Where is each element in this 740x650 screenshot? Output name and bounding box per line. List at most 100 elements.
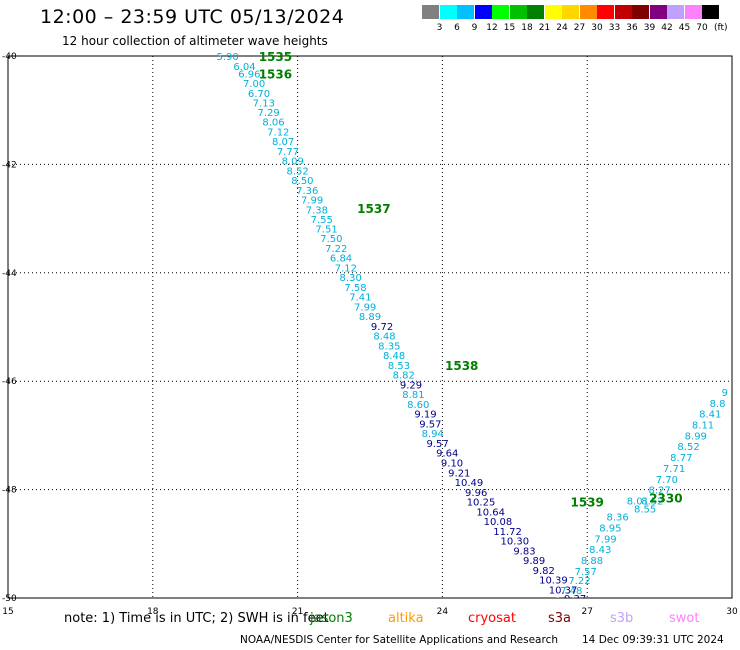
y-tick-label: -42 [2,160,17,170]
wave-height-value: 8.99 [685,431,707,442]
wave-height-value: 10.64 [476,507,505,518]
wave-height-value: 6.84 [330,254,352,265]
wave-height-value: 7.77 [277,147,299,158]
pass-id-label: 1537 [357,202,390,216]
wave-height-value: 9.37 [564,594,586,605]
wave-height-value: 9.83 [513,546,535,557]
satellite-cryosat: cryosat [468,611,516,626]
wave-height-value: 7.58 [344,283,366,294]
legend-swatch [684,5,702,19]
wave-height-value: 7.99 [354,302,376,313]
wave-height-value: 7.71 [663,464,685,475]
wave-height-value: 9 [722,388,728,399]
wave-height-value: 7.48 [560,586,582,597]
y-tick-label: -40 [2,52,17,62]
x-tick-label: 30 [726,607,738,617]
y-tick-label: -44 [2,269,17,279]
wave-height-value: 8.52 [641,496,663,507]
wave-height-value: 8.01 [627,496,649,507]
wave-height-value: 7.99 [594,534,616,545]
legend-tick-label: 39 [643,23,656,33]
wave-height-value: 8.53 [388,361,410,372]
x-tick-label: 27 [581,607,592,617]
footer-note: note: 1) Time is in UTC; 2) SWH is in fe… [64,611,329,626]
wave-height-value: 7.36 [296,186,318,197]
wave-height-value: 7.22 [325,244,347,255]
legend-tick-label: 36 [626,23,638,33]
pass-id-label: 2330 [649,492,682,506]
satellite-altika: altika [388,611,424,626]
wave-height-value: 8.81 [402,390,424,401]
wave-height-value: 8.30 [340,273,362,284]
x-tick-label: 15 [2,607,13,617]
credit-line: NOAA/NESDIS Center for Satellite Applica… [240,634,558,646]
wave-height-value: 10.08 [484,517,513,528]
wave-height-value: 8.41 [699,410,721,421]
legend-tick-label: 21 [538,23,551,33]
wave-height-value: 7.29 [258,108,280,119]
legend-swatch [457,5,474,19]
wave-height-value: 8.95 [599,524,621,535]
y-tick-label: -48 [2,486,17,496]
wave-height-value: 7.41 [349,293,371,304]
wave-height-value: 8.36 [606,513,628,524]
x-tick-label: 18 [147,607,159,617]
legend-tick-label: 24 [556,23,568,33]
wave-height-value: 9.29 [400,380,422,391]
satellite-s3b: s3b [610,611,634,626]
satellite-s3a: s3a [548,611,572,626]
legend-swatch [562,5,579,19]
generated-timestamp: 14 Dec 09:39:31 UTC 2024 [582,634,724,646]
wave-height-value: 8.88 [581,556,603,567]
pass-id-label: 1536 [259,67,292,81]
legend-tick-label: 6 [454,23,460,33]
wave-height-value: 7.57 [575,567,597,578]
wave-height-value: 8.52 [677,442,699,453]
legend-swatch [439,5,457,19]
wave-height-value: 8.06 [262,118,284,129]
wave-height-value: 7.00 [243,79,265,90]
wave-height-value: 7.13 [253,99,275,110]
wave-height-value: 9.57 [419,419,441,430]
wave-height-value: 8.48 [383,351,405,362]
wave-height-value: 6.70 [248,89,270,100]
y-tick-label: -50 [2,594,17,604]
wave-height-value: 6.04 [233,62,255,73]
wave-height-value: 9.10 [441,459,463,470]
wave-height-value: 7.51 [315,224,337,235]
wave-height-value: 7.70 [656,475,678,486]
legend-tick-label: 45 [678,23,691,33]
wave-height-value: 8.77 [670,453,692,464]
legend-swatch [544,5,562,19]
legend-tick-label: 27 [573,23,586,33]
wave-height-value: 7.38 [306,205,328,216]
legend-tick-label: 30 [591,23,603,33]
legend-swatch [667,5,684,19]
chart-subtitle: 12 hour collection of altimeter wave hei… [62,34,328,48]
wave-height-value: 7.12 [335,263,357,274]
wave-height-value: 8.8 [710,399,726,410]
wave-height-value: 9.19 [414,410,436,421]
wave-height-value: 8.35 [378,341,400,352]
legend-tick-label: 15 [503,23,516,33]
wave-height-value: 9.64 [436,449,458,460]
wave-height-value: 8.60 [407,400,429,411]
wave-height-value: 9.72 [371,322,393,333]
wave-height-value: 9.82 [533,566,555,577]
wave-height-value: 7.50 [320,234,342,245]
x-tick-label: 21 [292,607,303,617]
wave-height-value: 8.11 [692,421,714,432]
wave-height-value: 8.49 [554,597,576,608]
wave-height-value: 11.72 [493,527,522,538]
legend-tick-label: 42 [661,23,673,33]
wave-height-value: 8.43 [589,545,611,556]
pass-id-label: 1539 [570,496,603,510]
legend-swatch [527,5,544,19]
wave-height-value: 8.27 [648,486,670,497]
wave-height-value: 10.37 [549,585,578,596]
legend-swatch [579,5,597,19]
wave-height-value: 7.22 [568,576,590,587]
legend-swatch [649,5,667,19]
